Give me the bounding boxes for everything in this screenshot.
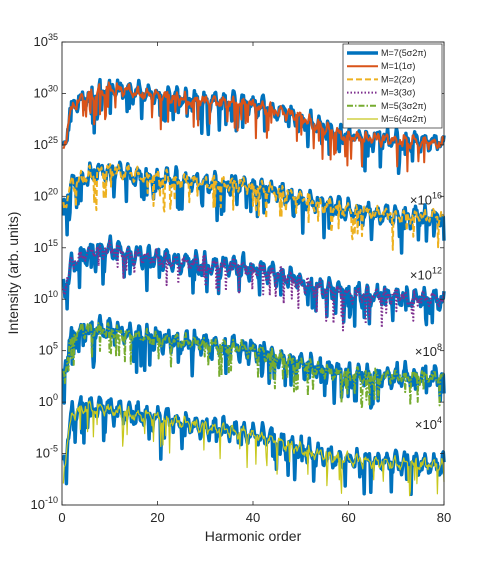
spectrum-group [61, 160, 446, 255]
legend-items: M=7(5σ2π) M=1(1σ) M=2(2σ) M=3(3σ) M=5(3σ2π) M… [347, 48, 427, 124]
x-tick-label: 20 [150, 510, 164, 525]
y-tick-label: 1030 [34, 83, 58, 100]
y-tick-label: 105 [39, 341, 58, 358]
y-tick-label: 1010 [34, 289, 58, 306]
spectrum-group [61, 395, 446, 497]
series-line [62, 322, 445, 410]
legend: M=7(5σ2π) M=1(1σ) M=2(2σ) M=3(3σ) M=5(3σ2π) M… [342, 43, 443, 129]
scale-factor-label: ×1012 [410, 266, 442, 283]
x-tick-label: 80 [437, 510, 451, 525]
legend-box [342, 43, 443, 129]
legend-label: M=3(3σ) [381, 88, 415, 98]
scale-factor-label: ×108 [415, 342, 442, 359]
series-line [62, 239, 445, 332]
scale-factor-label: ×1016 [410, 191, 442, 208]
series-line [62, 163, 445, 251]
y-axis-title: Intensity (arb. units) [5, 212, 21, 335]
y-tick-label: 10-10 [31, 495, 58, 512]
spectrum-group [61, 234, 446, 332]
y-tick-label: 100 [39, 392, 58, 409]
y-tick-label: 1020 [34, 186, 58, 203]
legend-label: M=2(2σ) [381, 74, 415, 84]
x-tick-label: 0 [58, 510, 65, 525]
y-tick-label: 1035 [34, 32, 58, 49]
legend-label: M=1(1σ) [381, 61, 415, 71]
y-tick-label: 10-5 [36, 444, 58, 461]
x-axis-title: Harmonic order [205, 528, 302, 544]
series-layer [61, 77, 446, 497]
y-tick-label: 1015 [34, 238, 58, 255]
scale-annotations: ×1016 ×1012 ×108 ×104 [410, 191, 442, 432]
scale-factor-label: ×104 [415, 415, 442, 432]
x-tick-label: 60 [341, 510, 355, 525]
legend-label: M=7(5σ2π) [381, 48, 427, 58]
spectrum-group [61, 77, 446, 176]
x-tick-label: 40 [246, 510, 260, 525]
axis-ticks: 0 20 40 60 80 1035 1030 1025 1020 1015 1010 105 100 1… [31, 32, 452, 525]
series-line [61, 160, 446, 255]
legend-label: M=6(4σ2π) [381, 114, 427, 124]
series-line [62, 400, 445, 497]
legend-label: M=5(3σ2π) [381, 101, 427, 111]
series-line [62, 81, 445, 173]
y-tick-label: 1025 [34, 135, 58, 152]
spectrum-group [61, 313, 446, 410]
